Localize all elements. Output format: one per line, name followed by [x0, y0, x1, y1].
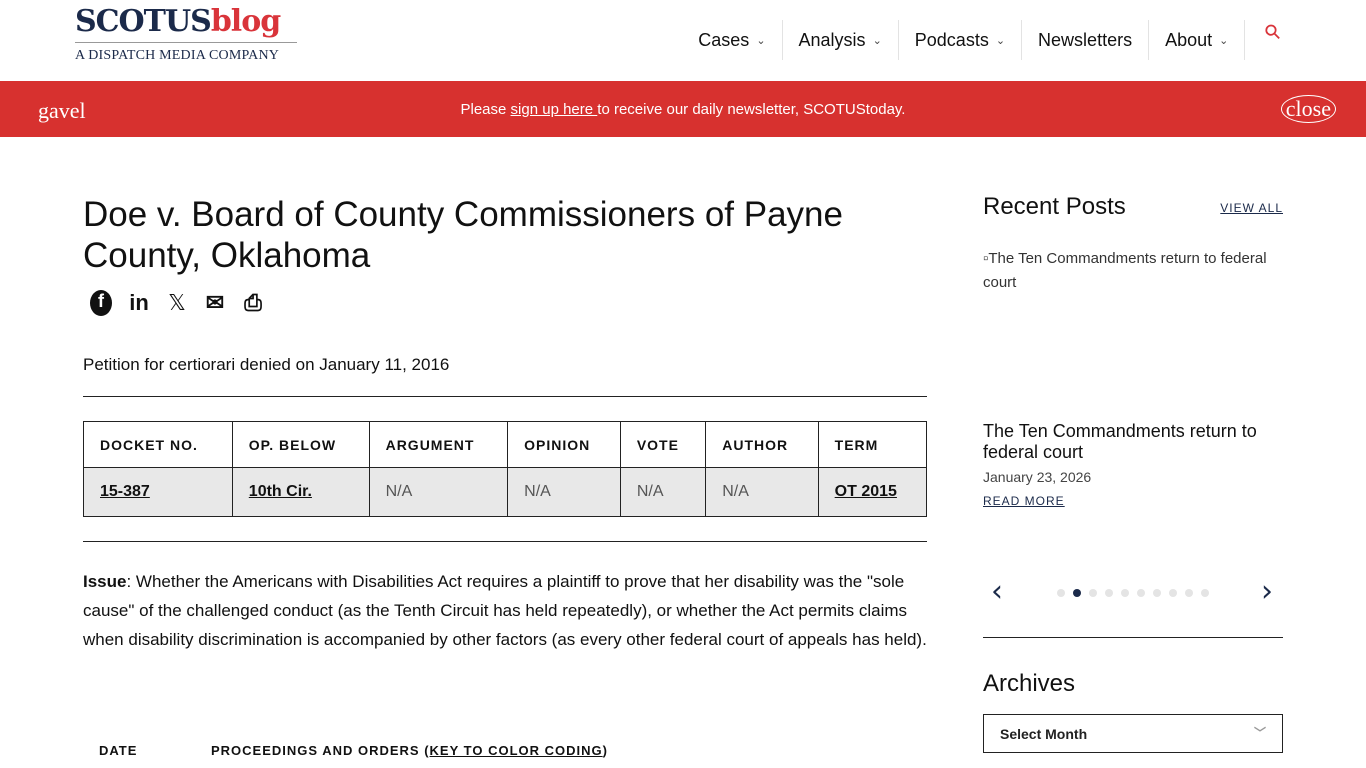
archives-title: Archives — [983, 670, 1076, 697]
carousel-dot[interactable] — [1121, 589, 1129, 597]
chevron-down-icon: ⌄ — [995, 34, 1006, 47]
logo-subtitle: A DISPATCH MEDIA COMPANY — [75, 48, 280, 63]
close-icon[interactable]: close — [1280, 95, 1336, 123]
carousel-dot[interactable] — [1073, 589, 1081, 597]
post-date: January 23, 2026 — [983, 469, 1092, 485]
post-image[interactable]: ▫The Ten Commandments return to federal … — [983, 247, 1283, 295]
carousel-dot[interactable] — [1105, 589, 1113, 597]
read-more-link[interactable]: READ MORE — [983, 494, 1065, 508]
chevron-down-icon: ⌄ — [756, 34, 766, 47]
proceedings-header: PROCEEDINGS AND ORDERS (KEY TO COLOR COD… — [211, 743, 608, 758]
column-header: OPINION — [507, 421, 621, 468]
main-nav: Cases ⌄ Analysis ⌄ Podcasts ⌄ Newsletters About… — [682, 18, 1287, 60]
issue-label: Issue — [83, 572, 127, 591]
search-icon[interactable]: ⚲ — [1260, 18, 1287, 45]
case-issue: Issue: Whether the Americans with Disabi… — [83, 567, 933, 654]
issue-text: : Whether the Americans with Disabilitie… — [83, 572, 927, 649]
cell-link[interactable]: 10th Cir. — [248, 483, 312, 500]
column-header: VOTE — [619, 421, 707, 468]
carousel-dot[interactable] — [1153, 589, 1161, 597]
nav-item-podcasts[interactable]: Podcasts ⌄ — [899, 20, 1023, 60]
nav-label: Cases — [698, 29, 750, 50]
logo-accent: blog — [210, 4, 281, 39]
color-key-link[interactable]: KEY TO COLOR CODING — [429, 743, 603, 758]
linkedin-icon[interactable]: in — [129, 290, 149, 315]
view-all-link[interactable]: VIEW ALL — [1220, 201, 1283, 215]
column-header: DOCKET NO. — [83, 421, 233, 468]
broken-image-icon: ▫ — [983, 250, 989, 267]
carousel-dot[interactable] — [1137, 589, 1145, 597]
nav-item-analysis[interactable]: Analysis ⌄ — [783, 20, 899, 60]
facebook-icon[interactable]: f — [90, 290, 112, 316]
nav-item-about[interactable]: About ⌄ — [1149, 20, 1246, 60]
cell: 15-387 — [83, 467, 233, 517]
banner-text: Please — [460, 101, 511, 118]
carousel-dot[interactable] — [1169, 589, 1177, 597]
nav-item-newsletters[interactable]: Newsletters — [1022, 20, 1150, 60]
sign-up-link[interactable]: sign up here — [510, 101, 598, 118]
case-info-table: DOCKET NO. OP. BELOW ARGUMENT OPINION VOTE AU… — [83, 421, 928, 517]
carousel-dot[interactable] — [1201, 589, 1209, 597]
x-icon[interactable]: 𝕏 — [168, 290, 186, 315]
case-status: Petition for certiorari denied on Januar… — [83, 355, 450, 374]
email-icon[interactable]: ✉ — [205, 290, 225, 315]
chevron-left-icon[interactable]: ‹ — [991, 574, 1003, 609]
logo-main: SCOTUS — [75, 4, 212, 39]
proceedings-label: PROCEEDINGS AND ORDERS ( — [211, 743, 430, 758]
post-title-link[interactable]: The Ten Commandments return to federal c… — [983, 421, 1257, 462]
cell: N/A — [705, 467, 819, 517]
paren: ) — [602, 743, 608, 758]
divider — [83, 541, 927, 542]
carousel-controls: ‹ › — [983, 574, 1283, 609]
scotusblog-logo[interactable]: SCOTUSblog A DISPATCH MEDIA COMPANY — [75, 4, 297, 64]
nav-label: Podcasts — [914, 29, 989, 50]
recent-posts-title: Recent Posts — [983, 193, 1126, 220]
column-header: AUTHOR — [705, 421, 819, 468]
cell: N/A — [368, 467, 509, 517]
chevron-right-icon[interactable]: › — [1261, 574, 1273, 609]
divider — [83, 396, 927, 397]
select-value: Select Month — [1000, 726, 1088, 742]
nav-item-cases[interactable]: Cases ⌄ — [682, 20, 783, 60]
carousel-dot[interactable] — [1057, 589, 1065, 597]
column-header: ARGUMENT — [368, 421, 509, 468]
carousel-dot[interactable] — [1089, 589, 1097, 597]
share-buttons: f in 𝕏 ✉ ⎙ — [90, 290, 264, 316]
date-header: DATE — [99, 743, 138, 758]
chevron-down-icon: ﹀ — [1253, 726, 1266, 740]
carousel-dot[interactable] — [1185, 589, 1193, 597]
archives-select[interactable]: Select Month ﹀ — [983, 714, 1283, 753]
banner-text: to receive our daily newsletter, SCOTUSt… — [597, 101, 906, 118]
nav-label: About — [1165, 29, 1213, 50]
gavel-icon: gavel — [38, 98, 86, 123]
divider — [983, 637, 1283, 638]
nav-label: Analysis — [798, 29, 866, 50]
cell-link[interactable]: OT 2015 — [834, 483, 897, 500]
chevron-down-icon: ⌄ — [872, 34, 882, 47]
cell: 10th Cir. — [231, 467, 370, 517]
nav-label: Newsletters — [1038, 29, 1133, 50]
newsletter-banner: gavel Please sign up here to receive our… — [0, 81, 1366, 137]
table-row: 15-387 10th Cir. N/A N/A N/A N/A OT 2015 — [83, 467, 928, 517]
chevron-down-icon: ⌄ — [1219, 34, 1229, 47]
page-title: Doe v. Board of County Commissioners of … — [83, 195, 843, 275]
site-header: SCOTUSblog A DISPATCH MEDIA COMPANY Case… — [0, 0, 1366, 81]
cell: N/A — [507, 467, 621, 517]
column-header: OP. BELOW — [231, 421, 370, 468]
column-header: TERM — [817, 421, 928, 468]
cell: N/A — [619, 467, 707, 517]
cell-link[interactable]: 15-387 — [100, 483, 150, 500]
image-alt-text: The Ten Commandments return to federal c… — [983, 250, 1267, 291]
print-icon[interactable]: ⎙ — [244, 290, 262, 315]
cell: OT 2015 — [817, 467, 928, 517]
